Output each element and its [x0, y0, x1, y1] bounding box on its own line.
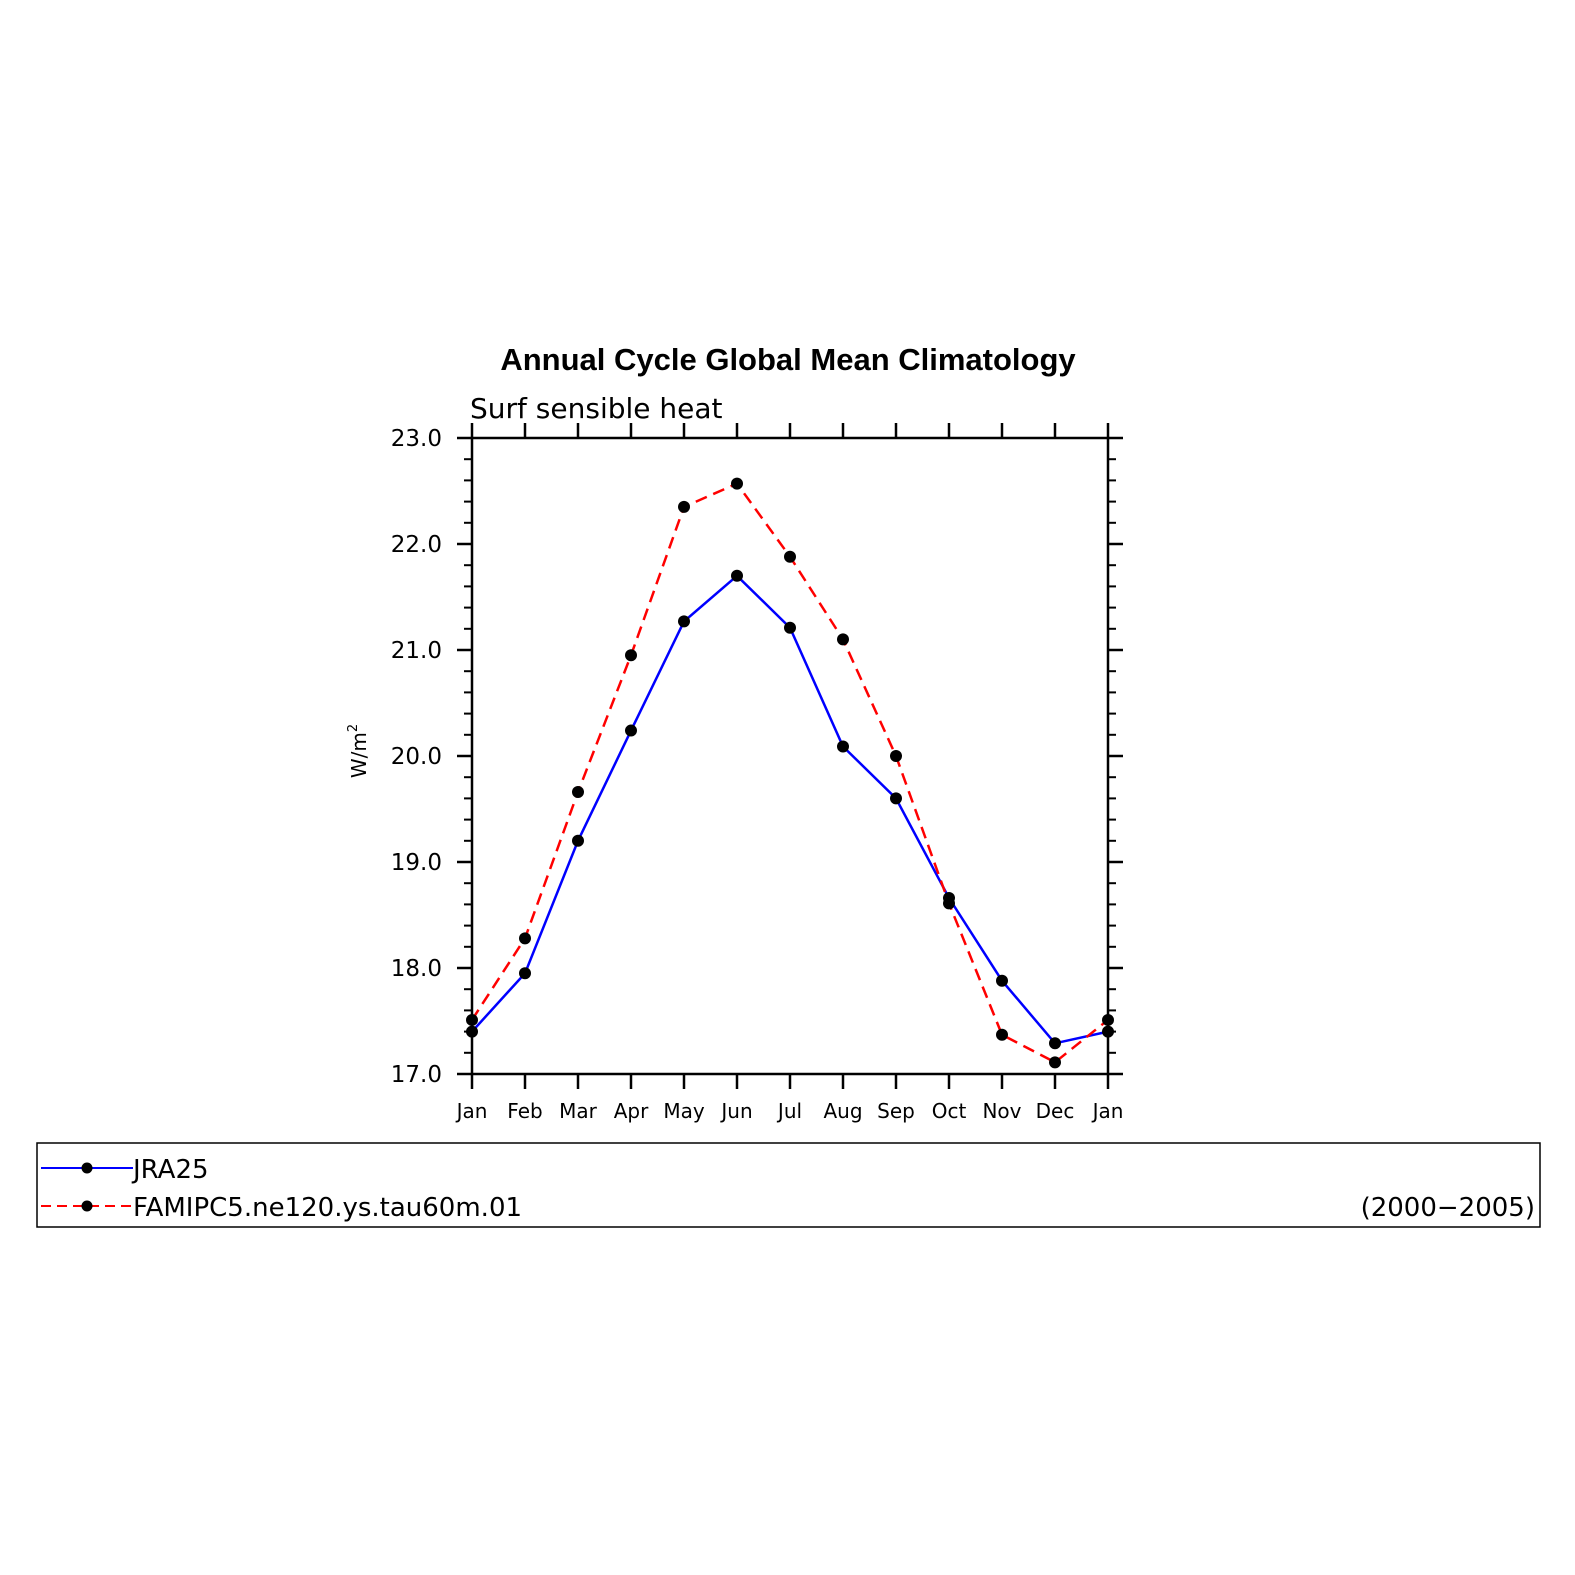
- data-point-jra25: [784, 621, 796, 634]
- legend-marker-jra25: [81, 1162, 93, 1174]
- y-tick-label: 22.0: [391, 532, 442, 558]
- axes: 17.0 18.0 19.0 20.0 21.0 22.0 23.0 Jan Feb Mar Apr…: [391, 423, 1124, 1123]
- data-point-jra25: [1102, 1025, 1114, 1038]
- data-point-famipc5: [890, 750, 902, 762]
- data-point-famipc5: [519, 932, 531, 945]
- data-point-famipc5: [678, 500, 690, 513]
- chart-title: Annual Cycle Global Mean Climatology: [500, 342, 1076, 377]
- data-point-famipc5: [943, 897, 955, 910]
- x-tick-label: May: [663, 1099, 705, 1123]
- data-point-jra25: [572, 834, 584, 847]
- x-tick-label: Aug: [823, 1099, 862, 1123]
- legend: JRA25 FAMIPC5.ne120.ys.tau60m.01 (2000−2…: [36, 1142, 1541, 1228]
- data-point-jra25: [625, 724, 637, 737]
- y-tick-label: 23.0: [391, 426, 442, 452]
- y-tick-label: 19.0: [391, 850, 442, 876]
- legend-label-famipc5: FAMIPC5.ne120.ys.tau60m.01: [133, 1193, 522, 1223]
- data-point-famipc5: [837, 633, 849, 646]
- series-line-jra25: [471, 574, 1109, 1045]
- x-tick-label: Oct: [932, 1099, 967, 1123]
- data-point-jra25: [890, 792, 902, 805]
- x-tick-label: Jan: [1091, 1099, 1124, 1123]
- plot-frame: [470, 436, 1110, 1076]
- data-point-jra25: [519, 967, 531, 980]
- data-point-jra25: [837, 740, 849, 753]
- data-point-famipc5: [466, 1013, 478, 1026]
- x-tick-label: Jun: [719, 1099, 752, 1123]
- y-tick-label: 20.0: [391, 744, 442, 770]
- x-tick-label: Apr: [614, 1099, 649, 1123]
- data-point-famipc5: [784, 550, 796, 563]
- data-point-famipc5: [572, 786, 584, 799]
- y-axis-label-superscript: 2: [346, 724, 361, 732]
- x-tick-label: Nov: [982, 1099, 1021, 1123]
- chart-subtitle: Surf sensible heat: [470, 392, 723, 425]
- y-axis-label-base: W/m: [347, 732, 371, 778]
- legend-marker-famipc5: [81, 1200, 93, 1212]
- data-point-jra25: [996, 974, 1008, 987]
- x-tick-label: Feb: [507, 1099, 542, 1123]
- legend-period: (2000−2005): [1361, 1193, 1535, 1223]
- data-point-famipc5: [731, 477, 743, 490]
- data-point-famipc5: [625, 649, 637, 662]
- y-tick-label: 21.0: [391, 638, 442, 664]
- y-tick-label: 17.0: [391, 1062, 442, 1088]
- x-tick-label: Jan: [455, 1099, 488, 1123]
- data-point-jra25: [1049, 1037, 1061, 1050]
- x-tick-label: Mar: [559, 1099, 598, 1123]
- data-point-jra25: [466, 1025, 478, 1038]
- data-point-famipc5: [996, 1028, 1008, 1041]
- legend-box: [36, 1142, 1541, 1228]
- y-axis-label: W/m2: [346, 724, 371, 778]
- y-tick-label: 18.0: [391, 956, 442, 982]
- x-tick-label: Dec: [1036, 1099, 1075, 1123]
- data-point-famipc5: [1049, 1056, 1061, 1069]
- series-line-famipc5: [470, 482, 1109, 1064]
- series-layer: [466, 477, 1114, 1069]
- legend-label-jra25: JRA25: [131, 1155, 209, 1185]
- data-point-jra25: [731, 569, 743, 582]
- data-point-famipc5: [1102, 1013, 1114, 1026]
- x-tick-label: Sep: [877, 1099, 915, 1123]
- data-point-jra25: [678, 615, 690, 628]
- x-tick-label: Jul: [776, 1099, 802, 1123]
